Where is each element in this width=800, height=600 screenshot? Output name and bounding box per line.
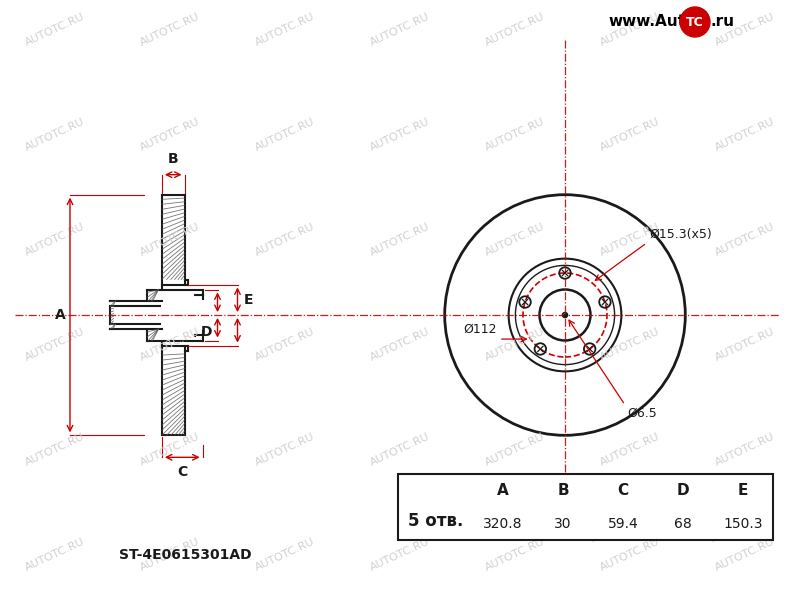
Text: AUTOTC.RU: AUTOTC.RU — [254, 327, 316, 363]
Text: Ø15.3(x5): Ø15.3(x5) — [650, 228, 713, 241]
Text: D: D — [677, 483, 690, 498]
Text: AUTOTC.RU: AUTOTC.RU — [598, 327, 662, 363]
Text: AUTOTC.RU: AUTOTC.RU — [714, 327, 776, 363]
Text: B: B — [557, 483, 569, 498]
Text: AUTOTC.RU: AUTOTC.RU — [24, 537, 86, 573]
Text: AUTOTC.RU: AUTOTC.RU — [254, 117, 316, 153]
Text: AUTOTC.RU: AUTOTC.RU — [484, 117, 546, 153]
Text: AUTOTC.RU: AUTOTC.RU — [484, 432, 546, 468]
Text: B: B — [168, 152, 178, 166]
Text: AUTOTC.RU: AUTOTC.RU — [369, 117, 431, 153]
Text: AUTOTC.RU: AUTOTC.RU — [138, 12, 202, 48]
Text: C: C — [618, 483, 629, 498]
Text: D: D — [201, 325, 213, 339]
Text: C: C — [177, 466, 187, 479]
Text: AUTOTC.RU: AUTOTC.RU — [484, 327, 546, 363]
Text: Ø112: Ø112 — [463, 323, 497, 336]
Text: 320.8: 320.8 — [483, 517, 522, 530]
Text: 5 отв.: 5 отв. — [408, 511, 463, 529]
Text: AUTOTC.RU: AUTOTC.RU — [598, 432, 662, 468]
Text: AUTOTC.RU: AUTOTC.RU — [24, 12, 86, 48]
Text: AUTOTC.RU: AUTOTC.RU — [138, 117, 202, 153]
Text: AUTOTC.RU: AUTOTC.RU — [369, 327, 431, 363]
Text: AUTOTC.RU: AUTOTC.RU — [138, 432, 202, 468]
Text: AUTOTC.RU: AUTOTC.RU — [369, 12, 431, 48]
Text: .ru: .ru — [710, 14, 734, 29]
Text: AUTOTC.RU: AUTOTC.RU — [24, 432, 86, 468]
Text: AUTOTC.RU: AUTOTC.RU — [254, 12, 316, 48]
Text: AUTOTC.RU: AUTOTC.RU — [24, 327, 86, 363]
Text: AUTOTC.RU: AUTOTC.RU — [598, 222, 662, 258]
Text: AUTOTC.RU: AUTOTC.RU — [254, 432, 316, 468]
Circle shape — [680, 7, 710, 37]
Text: AUTOTC.RU: AUTOTC.RU — [714, 12, 776, 48]
Text: Ø6.5: Ø6.5 — [627, 407, 657, 420]
Bar — [398, 474, 773, 540]
Text: 150.3: 150.3 — [723, 517, 762, 530]
Text: A: A — [54, 308, 66, 322]
Text: A: A — [497, 483, 509, 498]
Text: AUTOTC.RU: AUTOTC.RU — [369, 432, 431, 468]
Text: AUTOTC.RU: AUTOTC.RU — [138, 327, 202, 363]
Text: AUTOTC.RU: AUTOTC.RU — [369, 537, 431, 573]
Text: ST-4E0615301AD: ST-4E0615301AD — [118, 548, 251, 562]
Text: AUTOTC.RU: AUTOTC.RU — [598, 12, 662, 48]
Text: AUTOTC.RU: AUTOTC.RU — [598, 537, 662, 573]
Text: AUTOTC.RU: AUTOTC.RU — [484, 12, 546, 48]
Text: AUTOTC.RU: AUTOTC.RU — [598, 117, 662, 153]
Text: AUTOTC.RU: AUTOTC.RU — [484, 537, 546, 573]
Text: AUTOTC.RU: AUTOTC.RU — [254, 537, 316, 573]
Text: 68: 68 — [674, 517, 692, 530]
Text: AUTOTC.RU: AUTOTC.RU — [484, 222, 546, 258]
Text: AUTOTC.RU: AUTOTC.RU — [714, 222, 776, 258]
Text: www.Auto: www.Auto — [608, 14, 695, 29]
Text: AUTOTC.RU: AUTOTC.RU — [24, 222, 86, 258]
Text: AUTOTC.RU: AUTOTC.RU — [138, 222, 202, 258]
Text: E: E — [243, 293, 253, 307]
Text: E: E — [738, 483, 748, 498]
Text: 30: 30 — [554, 517, 572, 530]
Text: TC: TC — [686, 16, 704, 28]
Text: AUTOTC.RU: AUTOTC.RU — [714, 117, 776, 153]
Text: AUTOTC.RU: AUTOTC.RU — [714, 537, 776, 573]
Text: AUTOTC.RU: AUTOTC.RU — [369, 222, 431, 258]
Text: AUTOTC.RU: AUTOTC.RU — [24, 117, 86, 153]
Text: AUTOTC.RU: AUTOTC.RU — [254, 222, 316, 258]
Text: AUTOTC.RU: AUTOTC.RU — [714, 432, 776, 468]
Text: 59.4: 59.4 — [608, 517, 638, 530]
Text: AUTOTC.RU: AUTOTC.RU — [138, 537, 202, 573]
